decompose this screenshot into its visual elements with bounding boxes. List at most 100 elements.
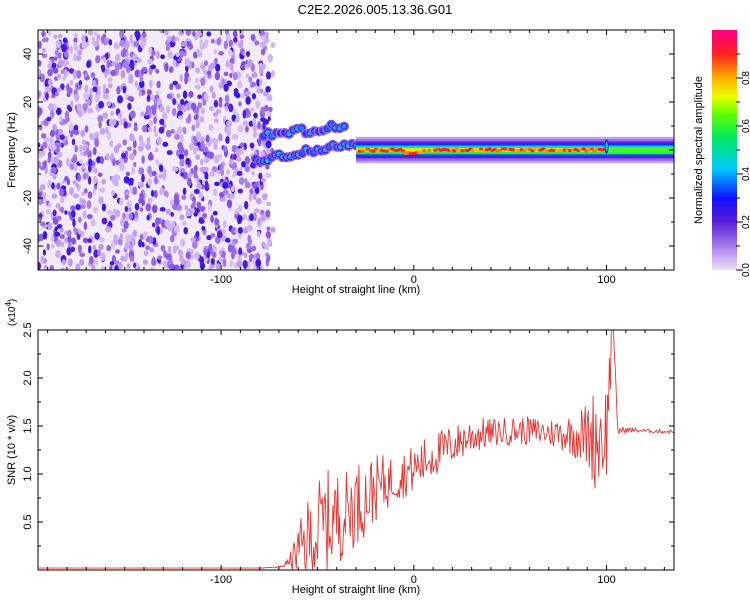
noise-speckle	[178, 30, 185, 36]
noise-speckle	[230, 186, 235, 193]
noise-speckle	[83, 91, 90, 101]
noise-speckle	[166, 35, 172, 43]
noise-speckle	[214, 57, 218, 65]
noise-speckle	[105, 226, 112, 233]
noise-speckle	[133, 126, 138, 132]
noise-speckle	[221, 78, 225, 86]
noise-speckle	[253, 112, 258, 119]
noise-speckle	[138, 182, 144, 189]
noise-speckle	[120, 255, 126, 262]
noise-speckle	[47, 79, 53, 86]
noise-speckle	[102, 112, 109, 119]
noise-speckle	[230, 245, 235, 253]
noise-speckle	[51, 62, 57, 69]
noise-speckle	[39, 73, 46, 83]
noise-speckle	[123, 121, 128, 129]
noise-speckle	[91, 264, 96, 270]
noise-speckle	[134, 202, 140, 211]
noise-speckle	[238, 247, 243, 255]
noise-speckle	[139, 75, 144, 83]
noise-speckle	[98, 237, 105, 243]
noise-speckle	[124, 243, 129, 251]
noise-speckle	[40, 221, 46, 227]
spectrogram-xtick-label: -100	[210, 274, 232, 286]
noise-speckle	[249, 188, 254, 195]
noise-speckle	[159, 188, 166, 194]
noise-speckle	[75, 203, 81, 211]
noise-speckle	[233, 88, 239, 94]
noise-speckle	[265, 71, 272, 80]
noise-speckle	[251, 93, 257, 100]
noise-speckle	[242, 213, 247, 220]
noise-speckle	[120, 218, 125, 227]
noise-speckle	[210, 214, 214, 223]
noise-speckle	[251, 171, 255, 176]
noise-speckle	[142, 231, 149, 240]
noise-speckle	[113, 42, 119, 49]
noise-speckle	[142, 259, 148, 265]
noise-speckle	[137, 32, 141, 39]
noise-speckle	[73, 32, 79, 38]
noise-speckle	[64, 110, 70, 119]
noise-speckle	[235, 156, 242, 163]
noise-speckle	[110, 69, 116, 77]
noise-speckle	[245, 50, 251, 57]
noise-speckle	[75, 82, 80, 90]
noise-speckle	[145, 203, 152, 212]
noise-speckle	[111, 176, 117, 185]
noise-speckle	[56, 250, 61, 258]
noise-speckle	[41, 191, 47, 199]
noise-speckle	[213, 154, 220, 164]
noise-speckle	[264, 244, 270, 251]
noise-speckle	[122, 85, 127, 94]
noise-speckle	[147, 177, 152, 186]
noise-speckle	[267, 116, 271, 122]
noise-speckle	[63, 59, 68, 65]
noise-speckle	[252, 192, 257, 201]
noise-speckle	[93, 40, 99, 47]
noise-speckle	[51, 193, 58, 199]
noise-speckle	[121, 152, 126, 159]
noise-speckle	[221, 228, 227, 235]
noise-speckle	[77, 228, 82, 235]
noise-speckle	[125, 213, 129, 222]
noise-speckle	[48, 103, 54, 111]
noise-speckle	[183, 149, 189, 157]
noise-speckle	[252, 71, 257, 79]
noise-speckle	[146, 89, 152, 96]
noise-speckle	[38, 124, 43, 131]
noise-speckle	[45, 92, 49, 100]
noise-speckle	[141, 173, 145, 183]
noise-speckle	[82, 172, 88, 180]
colorbar-tick-label: 0.0	[741, 263, 750, 277]
noise-speckle	[222, 189, 229, 195]
noise-speckle	[265, 172, 272, 178]
noise-speckle	[162, 114, 168, 120]
noise-speckle	[128, 212, 133, 221]
noise-speckle	[79, 252, 86, 258]
noise-speckle	[75, 55, 82, 61]
noise-speckle	[251, 183, 258, 189]
noise-speckle	[231, 144, 238, 153]
noise-speckle	[180, 41, 186, 47]
noise-speckle	[206, 31, 212, 37]
noise-speckle	[56, 73, 62, 80]
noise-speckle	[86, 214, 93, 220]
noise-speckle	[47, 202, 52, 208]
noise-speckle	[38, 59, 42, 67]
noise-speckle	[192, 30, 196, 37]
noise-speckle	[239, 47, 245, 55]
noise-speckle	[188, 142, 195, 151]
noise-speckle	[58, 128, 64, 136]
noise-speckle	[261, 241, 266, 247]
noise-speckle	[242, 119, 249, 127]
noise-speckle	[212, 137, 217, 144]
noise-speckle	[69, 45, 73, 54]
noise-speckle	[38, 69, 41, 76]
noise-speckle	[216, 263, 221, 270]
noise-speckle	[244, 165, 250, 173]
noise-speckle	[178, 145, 185, 154]
noise-speckle	[154, 159, 160, 165]
noise-speckle	[128, 177, 134, 183]
noise-speckle	[111, 102, 116, 109]
